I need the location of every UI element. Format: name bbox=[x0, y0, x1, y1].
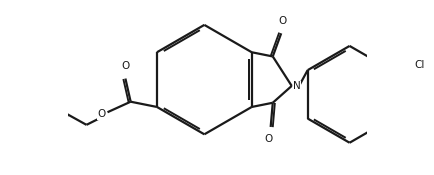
Text: O: O bbox=[97, 109, 105, 119]
Text: N: N bbox=[292, 81, 300, 91]
Text: O: O bbox=[264, 134, 272, 144]
Text: O: O bbox=[277, 16, 286, 26]
Text: O: O bbox=[121, 61, 129, 71]
Text: Cl: Cl bbox=[414, 60, 424, 70]
